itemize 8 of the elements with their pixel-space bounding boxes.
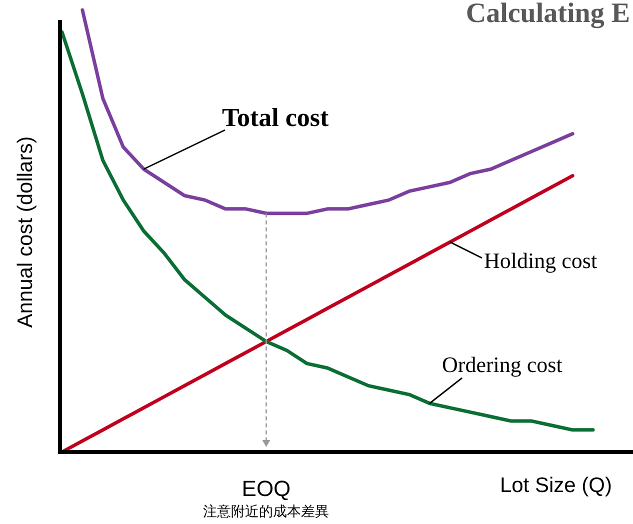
text: EOQ: [242, 476, 291, 501]
chart-title: Calculating E: [466, 0, 630, 29]
text: Total cost: [222, 103, 329, 132]
y-axis-title: Annual cost (dollars): [14, 136, 37, 328]
series-label: Ordering cost: [442, 352, 562, 377]
series-label: Holding cost: [484, 248, 598, 273]
text: 注意附近的成本差異: [203, 503, 330, 519]
x-axis-title: Lot Size (Q): [500, 474, 612, 497]
